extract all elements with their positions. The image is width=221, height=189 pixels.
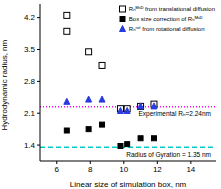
svg-text:Experimental Rₕ=2.24nm: Experimental Rₕ=2.24nm bbox=[138, 110, 211, 118]
svg-text:Linear size of simulation box,: Linear size of simulation box, nm bbox=[70, 180, 187, 189]
svg-text:3.5: 3.5 bbox=[24, 45, 36, 54]
svg-text:10: 10 bbox=[119, 165, 128, 174]
html-text:Rₕᴹˢᴰ from translational diffu: Rₕᴹˢᴰ from translational diffusion bbox=[128, 6, 215, 12]
svg-text:2.8: 2.8 bbox=[24, 77, 36, 86]
svg-text:2.1: 2.1 bbox=[24, 109, 36, 118]
svg-text:Hydrodynamic radius, nm: Hydrodynamic radius, nm bbox=[8, 39, 9, 130]
svg-text:4.2: 4.2 bbox=[24, 13, 36, 22]
html-text:Rₕʳᵒᵗ from rotational diffusio: Rₕʳᵒᵗ from rotational diffusion bbox=[128, 26, 205, 32]
svg-text:Radius of Gyration = 1.35 nm: Radius of Gyration = 1.35 nm bbox=[126, 151, 211, 159]
html-text:Box size correction of Rₕᴹˢᴰ: Box size correction of Rₕᴹˢᴰ bbox=[128, 16, 203, 22]
svg-text:1.4: 1.4 bbox=[24, 141, 36, 150]
svg-text:6: 6 bbox=[55, 165, 60, 174]
svg-text:12: 12 bbox=[153, 165, 162, 174]
svg-text:14: 14 bbox=[186, 165, 195, 174]
svg-text:8: 8 bbox=[88, 165, 93, 174]
